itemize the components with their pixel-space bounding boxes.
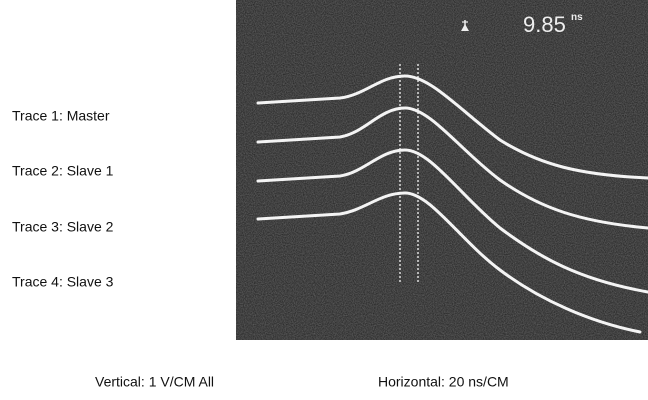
horizontal-scale: Horizontal: 20 ns/CM: [378, 374, 509, 390]
trace: [256, 74, 648, 180]
cursor-marker: [461, 20, 469, 31]
vertical-scale: Vertical: 1 V/CM All: [95, 374, 214, 390]
trace-label: Trace 2: Slave 1: [12, 163, 114, 179]
trace-label: Trace 1: Master: [12, 108, 110, 124]
trace: [256, 191, 642, 334]
readout-value: 9.85: [523, 12, 566, 37]
scope-screen: 9.85 ns: [236, 0, 648, 340]
trace-label: Trace 4: Slave 3: [12, 274, 114, 290]
trace: [256, 148, 648, 294]
trace: [256, 106, 648, 230]
trace-label: Trace 3: Slave 2: [12, 219, 114, 235]
readout-unit: ns: [571, 12, 583, 23]
